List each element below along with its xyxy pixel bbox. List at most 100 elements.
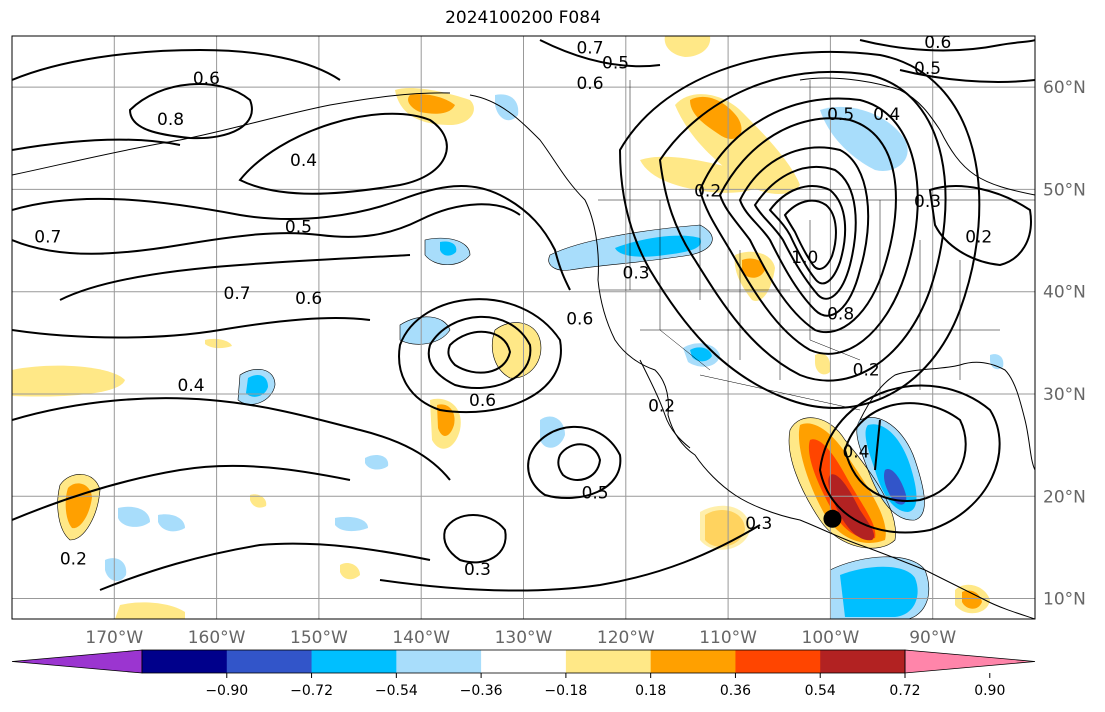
lat-tick-label: 30°N: [1043, 385, 1086, 405]
colorbar-tick-label: 0.18: [635, 683, 666, 699]
shade-orange-6: [962, 590, 982, 609]
contour-label: 0.7: [224, 284, 251, 304]
lon-tick-label: 160°W: [188, 628, 246, 648]
contour-label: 0.4: [842, 442, 869, 462]
colorbar-bin: [396, 650, 482, 673]
contour-label: 0.2: [694, 182, 721, 202]
shade-blue-westus: [615, 235, 701, 257]
shade-lightblue-8: [335, 516, 368, 532]
contour-label: 0.7: [34, 228, 61, 248]
lon-tick-label: 140°W: [392, 628, 450, 648]
colorbar-bin: [650, 650, 736, 673]
contour-label: 0.5: [827, 105, 854, 125]
coast-gulf: [859, 361, 1035, 471]
contour-label: 0.5: [285, 217, 312, 237]
lat-tick-label: 10°N: [1043, 590, 1086, 610]
colorbar-bin: [735, 650, 821, 673]
shade-yellow-7: [815, 353, 831, 375]
map-title: 2024100200 F084: [445, 8, 601, 28]
lon-tick-label: 170°W: [85, 628, 143, 648]
contour-label: 0.6: [469, 391, 496, 411]
contour-label: 0.8: [157, 110, 184, 130]
contour-label: 0.2: [648, 396, 675, 416]
contour-label: 0.5: [914, 59, 941, 79]
contour-label: 0.3: [464, 560, 491, 580]
colorbar-tick-label: −0.72: [290, 683, 333, 699]
contour-label: 0.6: [566, 309, 593, 329]
shade-blue-mid: [246, 375, 268, 397]
colorbar-tick-label: −0.54: [375, 683, 418, 699]
contour-label: 0.2: [965, 228, 992, 248]
contour-label: 0.6: [193, 69, 220, 89]
shade-yellow-2: [340, 563, 360, 580]
lon-tick-label: 130°W: [495, 628, 553, 648]
lon-tick-label: 110°W: [699, 628, 757, 648]
contour-label: 0.7: [576, 38, 603, 58]
shade-lightblue-5: [118, 506, 150, 527]
shade-lightblue-canada: [820, 106, 908, 171]
shade-orange-gulfalaska: [408, 94, 455, 114]
contour-label: 0.2: [60, 550, 87, 570]
storm-center-marker: [823, 509, 842, 528]
contour-label: 0.4: [873, 105, 900, 125]
shade-lightblue-7: [105, 558, 127, 582]
coast-hudson: [799, 77, 1035, 196]
latitude-labels: 10°N 20°N 30°N 40°N 50°N 60°N: [1043, 78, 1086, 609]
coast-baja: [639, 359, 691, 449]
shade-yellow-8: [205, 338, 232, 349]
longitude-labels: 170°W 160°W 150°W 140°W 130°W 120°W 110°W 100°W…: [85, 628, 956, 648]
contour-label: 0.8: [827, 304, 854, 324]
colorbar-tick-label: 0.36: [720, 683, 751, 699]
shade-yellow-west: [12, 365, 125, 397]
colorbar-tick-label: −0.90: [205, 683, 248, 699]
shade-yellow-canada2: [640, 156, 762, 193]
contour-label: 0.3: [914, 192, 941, 212]
lat-tick-label: 20°N: [1043, 487, 1086, 507]
lat-tick-label: 50°N: [1043, 180, 1086, 200]
contour-label: 0.6: [924, 33, 951, 53]
contour-label: 0.4: [290, 151, 317, 171]
shade-orange-5: [742, 258, 765, 278]
colorbar-tick-label: −0.18: [544, 683, 587, 699]
colorbar-bin: [311, 650, 397, 673]
lat-tick-label: 60°N: [1043, 78, 1086, 98]
contour-label: 0.2: [853, 361, 880, 381]
contour-label: 0.4: [178, 376, 205, 396]
contour-label: 1.0: [791, 248, 818, 268]
colorbar-extend-low: [11, 649, 143, 674]
contour-label: 0.6: [576, 74, 603, 94]
shaded-anomaly-regions: [12, 36, 1004, 619]
contour-label: 0.3: [623, 263, 650, 283]
shade-blue-4: [440, 241, 457, 256]
colorbar-bin: [820, 650, 906, 673]
colorbar-tick-label: −0.36: [460, 683, 503, 699]
lon-tick-label: 100°W: [802, 628, 860, 648]
colorbar: −0.90 −0.72 −0.54 −0.36 −0.18 0.18 0.36 0.54 0.7…: [11, 649, 1036, 699]
gridlines: [12, 36, 1035, 619]
contour-lines: [12, 39, 1035, 592]
colorbar-bin: [565, 650, 652, 673]
shade-lightblue-6: [158, 514, 185, 532]
map-frame: [11, 35, 1036, 620]
lon-tick-label: 90°W: [909, 628, 956, 648]
shade-lightblue-11: [495, 94, 519, 121]
colorbar-bin: [481, 650, 567, 673]
colorbar-bin: [226, 650, 313, 673]
contour-label: 0.6: [295, 289, 322, 309]
contour-label: 0.3: [745, 514, 772, 534]
lat-tick-label: 40°N: [1043, 283, 1086, 303]
colorbar-tick-label: 0.72: [889, 683, 920, 699]
shade-medblue-gulf: [883, 469, 907, 505]
shade-orange-sw: [65, 483, 92, 529]
shade-blue-nevada: [690, 347, 712, 362]
colorbar-extend-high: [904, 649, 1036, 674]
lon-tick-label: 150°W: [290, 628, 348, 648]
contour-label: 0.5: [602, 54, 629, 74]
colorbar-tick-label: 0.90: [974, 683, 1005, 699]
colorbar-outline: [141, 649, 906, 674]
shade-orange-canada: [690, 96, 742, 139]
shade-lightblue-9: [365, 454, 389, 470]
colorbar-tick-label: 0.54: [805, 683, 836, 699]
lon-tick-label: 120°W: [597, 628, 655, 648]
